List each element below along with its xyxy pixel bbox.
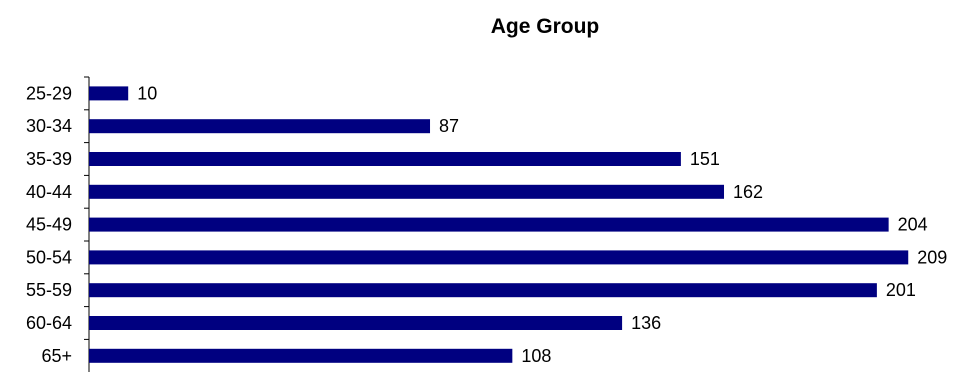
bar — [89, 86, 129, 101]
category-label: 25-29 — [26, 83, 72, 103]
category-label: 55-59 — [26, 280, 72, 300]
category-label: 65+ — [41, 346, 72, 366]
data-label: 108 — [521, 346, 551, 366]
bar — [89, 250, 909, 265]
category-label: 60-64 — [26, 313, 72, 333]
bar — [89, 184, 725, 199]
bar — [89, 217, 889, 232]
data-label: 10 — [137, 83, 157, 103]
data-label: 136 — [631, 313, 661, 333]
bar — [89, 152, 681, 166]
bar — [89, 348, 513, 363]
data-label: 162 — [733, 182, 763, 202]
category-label: 40-44 — [26, 182, 72, 202]
chart-title: Age Group — [491, 15, 600, 38]
bar — [89, 316, 623, 330]
category-label: 30-34 — [26, 116, 72, 136]
data-label: 209 — [917, 247, 947, 267]
category-label: 50-54 — [26, 247, 72, 267]
data-label: 151 — [690, 149, 720, 169]
data-label: 204 — [898, 215, 928, 235]
category-label: 35-39 — [26, 149, 72, 169]
bar — [89, 119, 431, 134]
plot-area: 25-29 10 30-34 87 35-39 151 40-44 162 45-49 204 50… — [26, 76, 947, 372]
data-label: 201 — [886, 280, 916, 300]
category-label: 45-49 — [26, 215, 72, 235]
data-label: 87 — [439, 116, 459, 136]
bar — [89, 283, 877, 298]
